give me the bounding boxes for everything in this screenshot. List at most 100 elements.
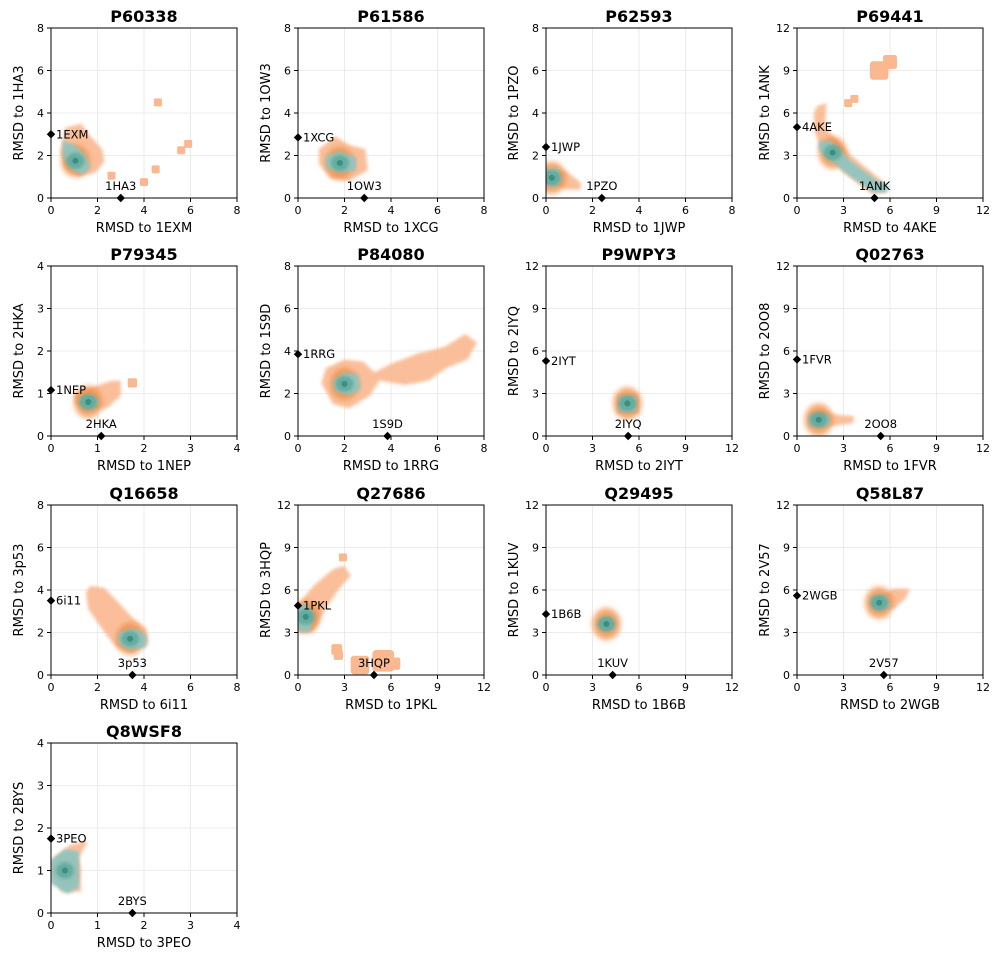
x-axis-label: RMSD to 1EXM bbox=[96, 221, 192, 236]
y-tick-label: 6 bbox=[783, 584, 790, 597]
y-axis-label: RMSD to 1PZO bbox=[507, 65, 522, 160]
reference-marker bbox=[541, 142, 551, 152]
reference-label: 6i11 bbox=[56, 594, 81, 608]
axes-frame bbox=[796, 265, 984, 437]
x-tick-label: 12 bbox=[976, 442, 990, 455]
reference-marker bbox=[792, 591, 802, 600]
y-tick-label: 12 bbox=[776, 260, 790, 273]
reference-label: 3PEO bbox=[56, 832, 87, 846]
y-tick-label: 0 bbox=[532, 192, 539, 205]
density-peak bbox=[302, 613, 309, 620]
panel-q58l87: Q58L87 00 3 3 6 6 9 9 12 12 2WGB 2V57 RMSD to 2WGB RM… bbox=[758, 484, 990, 713]
orange-density-region bbox=[814, 103, 887, 194]
y-tick-label: 8 bbox=[532, 22, 539, 35]
panel-title: P84080 bbox=[357, 245, 424, 264]
density-layer bbox=[592, 608, 621, 640]
density-peak bbox=[548, 174, 555, 181]
reference-marker bbox=[128, 908, 137, 918]
density-layer bbox=[546, 161, 581, 194]
x-tick-label: 9 bbox=[434, 681, 441, 694]
panel-title: Q58L87 bbox=[856, 484, 924, 503]
x-tick-label: 6 bbox=[187, 204, 194, 217]
reference-marker bbox=[383, 431, 392, 441]
x-tick-label: 4 bbox=[388, 442, 395, 455]
panel-q16658: Q16658 00 2 2 4 4 6 6 8 8 6i11 3p53 RMSD to 6i11 RMSD… bbox=[12, 484, 241, 713]
reference-marker bbox=[541, 609, 551, 619]
x-tick-label: 3 bbox=[341, 681, 348, 694]
reference-label: 2OO8 bbox=[864, 417, 897, 431]
y-tick-label: 6 bbox=[284, 65, 291, 78]
x-axis-label: RMSD to 1XCG bbox=[343, 221, 438, 236]
reference-marker bbox=[879, 670, 888, 680]
x-tick-label: 8 bbox=[729, 204, 736, 217]
panel-q8wsf8: Q8WSF8 00 1 1 2 2 3 3 4 4 3PEO 2BYS RMSD to 3PEO RMSD… bbox=[12, 722, 241, 951]
y-tick-label: 8 bbox=[37, 22, 44, 35]
x-tick-label: 6 bbox=[187, 681, 194, 694]
panel-title: P60338 bbox=[110, 7, 177, 26]
reference-marker bbox=[870, 193, 879, 203]
orange-density-patch bbox=[883, 55, 897, 69]
y-tick-label: 9 bbox=[532, 303, 539, 316]
y-tick-label: 9 bbox=[284, 542, 291, 555]
y-axis-label: RMSD to 1KUV bbox=[507, 543, 522, 638]
reference-label: 1JWP bbox=[551, 140, 580, 154]
axes-frame bbox=[796, 504, 984, 676]
panel-title: P9WPY3 bbox=[602, 245, 677, 264]
x-tick-label: 2 bbox=[589, 204, 596, 217]
panel-p60338: P60338 00 2 2 4 4 6 6 8 8 1EXM 1HA3 RMSD to 1EXM RMSD… bbox=[12, 7, 241, 236]
x-axis-label: RMSD to 6i11 bbox=[100, 698, 188, 713]
x-tick-label: 0 bbox=[48, 681, 55, 694]
density-layer bbox=[318, 136, 368, 181]
x-axis-label: RMSD to 1B6B bbox=[592, 698, 686, 713]
panel-title: Q8WSF8 bbox=[106, 722, 182, 741]
x-tick-label: 0 bbox=[794, 681, 801, 694]
x-tick-label: 0 bbox=[48, 919, 55, 932]
x-axis-label: RMSD to 1NEP bbox=[97, 459, 191, 474]
y-tick-label: 4 bbox=[37, 584, 44, 597]
orange-density-patch bbox=[127, 378, 138, 388]
x-tick-label: 3 bbox=[187, 442, 194, 455]
density-layer bbox=[865, 586, 911, 619]
y-tick-label: 2 bbox=[284, 388, 291, 401]
density-peak bbox=[815, 416, 822, 423]
orange-density-patch bbox=[338, 553, 347, 562]
y-tick-label: 6 bbox=[37, 65, 44, 78]
x-tick-label: 8 bbox=[234, 681, 241, 694]
x-tick-label: 3 bbox=[840, 681, 847, 694]
reference-label: 2IYQ bbox=[615, 417, 642, 431]
orange-density-patch bbox=[333, 650, 343, 660]
reference-marker bbox=[46, 385, 56, 395]
axes-frame bbox=[50, 742, 238, 914]
reference-label: 1FVR bbox=[802, 353, 832, 367]
y-tick-label: 6 bbox=[532, 584, 539, 597]
x-tick-label: 6 bbox=[388, 681, 395, 694]
x-tick-label: 0 bbox=[794, 204, 801, 217]
y-tick-label: 6 bbox=[284, 584, 291, 597]
panel-p61586: P61586 00 2 2 4 4 6 6 8 8 1XCG 1OW3 RMSD to 1XCG RMSD… bbox=[259, 7, 488, 236]
y-tick-label: 0 bbox=[284, 430, 291, 443]
x-axis-label: RMSD to 2WGB bbox=[840, 698, 940, 713]
density-peak bbox=[127, 635, 134, 642]
x-tick-label: 3 bbox=[589, 442, 596, 455]
y-tick-label: 12 bbox=[776, 22, 790, 35]
reference-label: 1S9D bbox=[372, 417, 403, 431]
x-tick-label: 0 bbox=[543, 442, 550, 455]
x-tick-label: 12 bbox=[477, 681, 491, 694]
density-peak bbox=[341, 380, 348, 387]
y-tick-label: 4 bbox=[532, 107, 539, 120]
y-tick-label: 1 bbox=[37, 388, 44, 401]
x-tick-label: 8 bbox=[481, 204, 488, 217]
reference-marker bbox=[608, 670, 617, 680]
reference-label: 1B6B bbox=[551, 607, 582, 621]
reference-label: 2V57 bbox=[869, 656, 899, 670]
reference-label: 1RRG bbox=[303, 347, 335, 361]
reference-label: 1EXM bbox=[56, 127, 88, 141]
x-tick-label: 0 bbox=[543, 681, 550, 694]
x-tick-label: 6 bbox=[636, 681, 643, 694]
y-tick-label: 3 bbox=[783, 627, 790, 640]
x-tick-label: 6 bbox=[887, 681, 894, 694]
x-tick-label: 2 bbox=[341, 204, 348, 217]
y-tick-label: 8 bbox=[284, 260, 291, 273]
x-tick-label: 4 bbox=[636, 204, 643, 217]
reference-label: 3HQP bbox=[358, 656, 390, 670]
